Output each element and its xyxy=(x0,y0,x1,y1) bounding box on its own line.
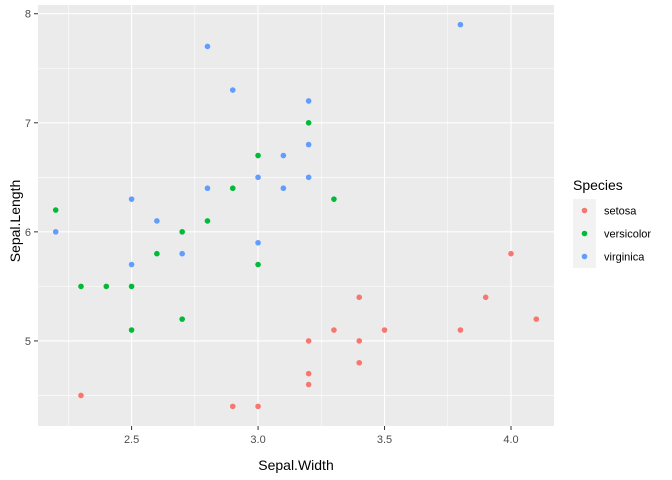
point-setosa xyxy=(457,327,464,333)
point-virginica xyxy=(457,21,464,28)
x-axis-title: Sepal.Width xyxy=(258,457,333,473)
point-virginica xyxy=(255,174,261,181)
point-virginica xyxy=(229,87,236,93)
point-setosa xyxy=(356,294,363,301)
point-versicolor xyxy=(128,327,135,333)
legend-label-setosa: setosa xyxy=(604,206,637,218)
point-versicolor xyxy=(331,196,337,202)
point-virginica xyxy=(305,141,312,148)
point-virginica xyxy=(179,250,185,257)
point-setosa xyxy=(381,327,388,333)
x-tick-label: 3.0 xyxy=(250,434,265,446)
legend: Species setosa versicolor virginica xyxy=(573,177,651,268)
point-setosa xyxy=(356,338,363,344)
point-setosa xyxy=(331,327,337,333)
point-setosa xyxy=(356,359,363,366)
y-tick-label: 7 xyxy=(25,118,31,130)
point-virginica xyxy=(280,152,287,159)
y-axis-title: Sepal.Length xyxy=(7,180,23,263)
point-setosa xyxy=(482,294,489,301)
point-setosa xyxy=(305,381,312,388)
point-setosa xyxy=(305,338,312,344)
point-versicolor xyxy=(204,218,211,224)
point-versicolor xyxy=(78,283,84,290)
y-axis-ticks: 5 6 7 8 xyxy=(25,9,38,348)
point-virginica xyxy=(204,43,211,50)
point-setosa xyxy=(255,403,261,410)
y-tick-label: 5 xyxy=(25,336,31,348)
major-gridlines xyxy=(38,5,554,426)
legend-swatch-virginica xyxy=(581,253,588,260)
point-virginica xyxy=(280,185,287,192)
x-tick-label: 4.0 xyxy=(503,434,518,446)
legend-label-versicolor: versicolor xyxy=(604,229,651,241)
y-tick-label: 8 xyxy=(25,9,31,21)
point-setosa xyxy=(533,316,540,322)
point-virginica xyxy=(255,239,261,246)
y-tick-label: 6 xyxy=(25,227,31,239)
point-versicolor xyxy=(179,229,185,235)
x-axis-ticks: 2.5 3.0 3.5 4.0 xyxy=(124,426,519,446)
legend-swatch-versicolor xyxy=(581,230,588,237)
point-versicolor xyxy=(255,261,261,268)
plot-panel xyxy=(38,5,554,426)
point-setosa xyxy=(78,392,84,399)
point-versicolor xyxy=(255,152,261,159)
x-tick-label: 3.5 xyxy=(377,434,392,446)
point-setosa xyxy=(305,370,312,377)
point-virginica xyxy=(305,174,312,181)
point-versicolor xyxy=(52,207,59,213)
point-versicolor xyxy=(229,185,236,192)
point-versicolor xyxy=(103,283,110,290)
legend-title: Species xyxy=(573,177,623,193)
point-versicolor xyxy=(305,119,312,126)
point-virginica xyxy=(154,218,160,224)
x-tick-label: 2.5 xyxy=(124,434,139,446)
point-versicolor xyxy=(128,283,135,290)
data-points xyxy=(52,21,540,410)
point-virginica xyxy=(128,261,135,268)
point-virginica xyxy=(52,229,59,235)
minor-gridlines xyxy=(38,5,554,426)
point-setosa xyxy=(508,250,514,257)
point-versicolor xyxy=(154,250,160,257)
point-virginica xyxy=(128,196,135,202)
point-setosa xyxy=(229,403,236,410)
point-virginica xyxy=(204,185,211,192)
point-virginica xyxy=(305,98,312,104)
legend-label-virginica: virginica xyxy=(604,252,645,264)
point-versicolor xyxy=(179,316,185,322)
legend-swatch-setosa xyxy=(581,207,588,214)
